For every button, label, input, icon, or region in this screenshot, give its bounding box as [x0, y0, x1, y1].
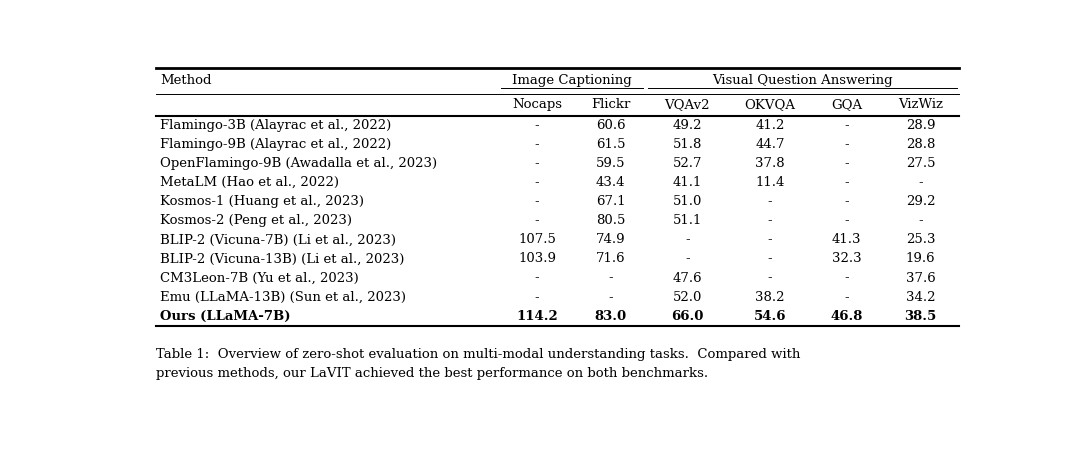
Text: 52.0: 52.0	[673, 291, 702, 304]
Text: -: -	[535, 195, 539, 208]
Text: 67.1: 67.1	[596, 195, 625, 208]
Text: MetaLM (Hao et al., 2022): MetaLM (Hao et al., 2022)	[160, 176, 339, 189]
Text: -: -	[845, 138, 849, 151]
Text: -: -	[845, 195, 849, 208]
Text: -: -	[535, 176, 539, 189]
Text: 32.3: 32.3	[832, 252, 861, 266]
Text: 107.5: 107.5	[518, 233, 556, 246]
Text: -: -	[608, 272, 613, 285]
Text: 54.6: 54.6	[754, 310, 786, 323]
Text: 71.6: 71.6	[596, 252, 625, 266]
Text: VQAv2: VQAv2	[664, 98, 710, 111]
Text: VizWiz: VizWiz	[897, 98, 943, 111]
Text: 41.3: 41.3	[832, 233, 861, 246]
Text: -: -	[768, 272, 772, 285]
Text: -: -	[535, 214, 539, 227]
Text: -: -	[845, 157, 849, 170]
Text: 27.5: 27.5	[906, 157, 935, 170]
Text: -: -	[535, 291, 539, 304]
Text: 44.7: 44.7	[755, 138, 784, 151]
Text: 37.8: 37.8	[755, 157, 785, 170]
Text: 19.6: 19.6	[906, 252, 935, 266]
Text: Kosmos-1 (Huang et al., 2023): Kosmos-1 (Huang et al., 2023)	[160, 195, 364, 208]
Text: -: -	[918, 214, 922, 227]
Text: 49.2: 49.2	[673, 119, 702, 132]
Text: 51.0: 51.0	[673, 195, 702, 208]
Text: -: -	[768, 252, 772, 266]
Text: Ours (LLaMA-7B): Ours (LLaMA-7B)	[160, 310, 291, 323]
Text: 28.8: 28.8	[906, 138, 935, 151]
Text: 61.5: 61.5	[596, 138, 625, 151]
Text: 80.5: 80.5	[596, 214, 625, 227]
Text: -: -	[918, 176, 922, 189]
Text: -: -	[535, 157, 539, 170]
Text: 29.2: 29.2	[906, 195, 935, 208]
Text: -: -	[845, 291, 849, 304]
Text: 28.9: 28.9	[906, 119, 935, 132]
Text: OpenFlamingo-9B (Awadalla et al., 2023): OpenFlamingo-9B (Awadalla et al., 2023)	[160, 157, 437, 170]
Text: 66.0: 66.0	[671, 310, 703, 323]
Text: 74.9: 74.9	[596, 233, 625, 246]
Text: 52.7: 52.7	[673, 157, 702, 170]
Text: 59.5: 59.5	[596, 157, 625, 170]
Text: BLIP-2 (Vicuna-13B) (Li et al., 2023): BLIP-2 (Vicuna-13B) (Li et al., 2023)	[160, 252, 405, 266]
Text: 103.9: 103.9	[518, 252, 556, 266]
Text: 60.6: 60.6	[596, 119, 625, 132]
Text: 38.5: 38.5	[904, 310, 936, 323]
Text: Method: Method	[160, 74, 212, 87]
Text: -: -	[845, 214, 849, 227]
Text: Table 1:  Overview of zero-shot evaluation on multi-modal understanding tasks.  : Table 1: Overview of zero-shot evaluatio…	[156, 348, 800, 361]
Text: -: -	[685, 233, 689, 246]
Text: Flamingo-9B (Alayrac et al., 2022): Flamingo-9B (Alayrac et al., 2022)	[160, 138, 391, 151]
Text: GQA: GQA	[831, 98, 862, 111]
Text: -: -	[768, 233, 772, 246]
Text: -: -	[845, 176, 849, 189]
Text: -: -	[768, 195, 772, 208]
Text: 41.2: 41.2	[755, 119, 784, 132]
Text: 83.0: 83.0	[595, 310, 626, 323]
Text: 25.3: 25.3	[906, 233, 935, 246]
Text: -: -	[535, 138, 539, 151]
Text: Image Captioning: Image Captioning	[512, 74, 632, 87]
Text: -: -	[535, 272, 539, 285]
Text: -: -	[845, 119, 849, 132]
Text: 11.4: 11.4	[755, 176, 784, 189]
Text: previous methods, our LaVIT achieved the best performance on both benchmarks.: previous methods, our LaVIT achieved the…	[156, 367, 708, 380]
Text: 51.1: 51.1	[673, 214, 702, 227]
Text: Visual Question Answering: Visual Question Answering	[713, 74, 893, 87]
Text: -: -	[535, 119, 539, 132]
Text: -: -	[845, 272, 849, 285]
Text: -: -	[685, 252, 689, 266]
Text: 38.2: 38.2	[755, 291, 784, 304]
Text: -: -	[608, 291, 613, 304]
Text: 51.8: 51.8	[673, 138, 702, 151]
Text: 114.2: 114.2	[516, 310, 558, 323]
Text: Flamingo-3B (Alayrac et al., 2022): Flamingo-3B (Alayrac et al., 2022)	[160, 119, 391, 132]
Text: 47.6: 47.6	[673, 272, 702, 285]
Text: 34.2: 34.2	[906, 291, 935, 304]
Text: Flickr: Flickr	[591, 98, 631, 111]
Text: 43.4: 43.4	[596, 176, 625, 189]
Text: Emu (LLaMA-13B) (Sun et al., 2023): Emu (LLaMA-13B) (Sun et al., 2023)	[160, 291, 406, 304]
Text: BLIP-2 (Vicuna-7B) (Li et al., 2023): BLIP-2 (Vicuna-7B) (Li et al., 2023)	[160, 233, 396, 246]
Text: 41.1: 41.1	[673, 176, 702, 189]
Text: Nocaps: Nocaps	[512, 98, 562, 111]
Text: Kosmos-2 (Peng et al., 2023): Kosmos-2 (Peng et al., 2023)	[160, 214, 352, 227]
Text: OKVQA: OKVQA	[744, 98, 795, 111]
Text: 37.6: 37.6	[906, 272, 935, 285]
Text: CM3Leon-7B (Yu et al., 2023): CM3Leon-7B (Yu et al., 2023)	[160, 272, 359, 285]
Text: -: -	[768, 214, 772, 227]
Text: 46.8: 46.8	[831, 310, 863, 323]
